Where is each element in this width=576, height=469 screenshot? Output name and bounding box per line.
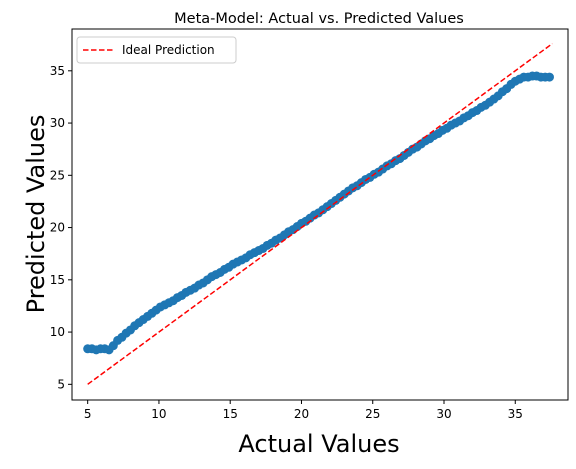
y-tick-label: 15 <box>50 273 65 287</box>
legend-label-ideal: Ideal Prediction <box>122 43 215 57</box>
x-axis-label: Actual Values <box>238 430 399 458</box>
x-axis-ticks: 5 10 15 20 25 30 35 <box>84 400 523 421</box>
plot-frame <box>71 28 569 401</box>
legend-box <box>76 36 237 64</box>
x-tick-label: 5 <box>84 407 92 421</box>
y-tick-label: 5 <box>57 377 65 391</box>
x-tick-label: 20 <box>294 407 309 421</box>
x-tick-label: 10 <box>151 407 166 421</box>
y-tick-label: 30 <box>50 116 65 130</box>
y-axis-ticks: 5 10 15 20 25 30 35 <box>50 64 72 391</box>
x-tick-label: 35 <box>508 407 523 421</box>
y-tick-label: 10 <box>50 325 65 339</box>
chart-title: Meta-Model: Actual vs. Predicted Values <box>174 11 464 27</box>
data-points <box>83 71 554 355</box>
y-tick-label: 35 <box>50 64 65 78</box>
data-point <box>544 72 554 82</box>
x-tick-label: 25 <box>365 407 380 421</box>
legend: Ideal Prediction <box>76 36 237 64</box>
y-tick-label: 20 <box>50 221 65 235</box>
y-axis-label: Predicted Values <box>22 115 50 314</box>
y-tick-label: 25 <box>50 168 65 182</box>
x-tick-label: 15 <box>223 407 238 421</box>
ideal-prediction-line <box>87 43 553 385</box>
x-tick-label: 30 <box>436 407 451 421</box>
ideal-prediction-dashed-line <box>87 43 553 385</box>
